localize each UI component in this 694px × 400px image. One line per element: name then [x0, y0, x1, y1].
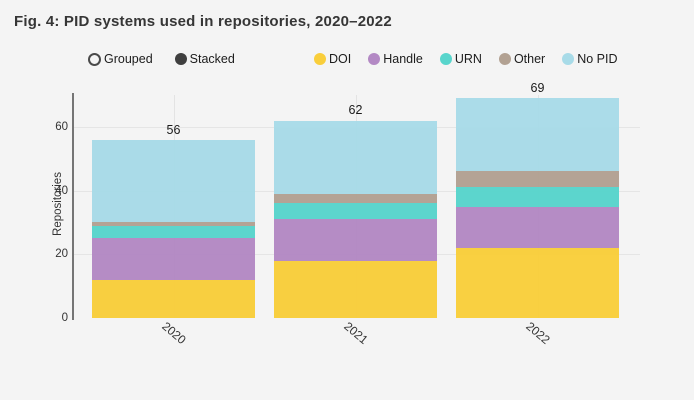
plot-area: Repositories 0 20 40 60 56 2020 62 2021 69 2022: [52, 81, 640, 347]
bar-segment-2022-other[interactable]: [456, 171, 619, 188]
legend-label: Handle: [383, 52, 423, 66]
x-tick-label-2020: 2020: [158, 319, 189, 347]
legend-label: No PID: [577, 52, 618, 66]
bar-segment-2021-no-pid[interactable]: [274, 120, 437, 194]
x-tick-label-2022: 2022: [522, 319, 553, 347]
bar-segment-2021-handle[interactable]: [274, 219, 437, 261]
stacked-bar-2022: [456, 98, 619, 318]
bar-total-label: 69: [530, 81, 545, 96]
legend-label: Other: [513, 52, 546, 66]
legend-swatch-icon: [562, 53, 575, 65]
legend-swatch-icon: [439, 53, 452, 65]
bar-segment-2022-no-pid[interactable]: [456, 98, 619, 172]
bar-segment-2020-other[interactable]: [92, 222, 255, 226]
mode-option-label: Grouped: [104, 52, 153, 66]
mode-option-grouped[interactable]: Grouped: [88, 52, 153, 66]
legend-swatch-icon: [314, 53, 326, 65]
bar-segment-2020-urn[interactable]: [92, 225, 255, 239]
legend-label: URN: [454, 52, 482, 66]
series-legend: DOI Handle URN Other No PID: [314, 52, 618, 66]
chart-title: Fig. 4: PID systems used in repositories…: [14, 13, 392, 30]
mode-option-label: Stacked: [189, 52, 235, 66]
mode-toggle: Grouped Stacked: [88, 52, 235, 66]
stacked-bar-2021: [274, 120, 437, 318]
y-axis-title: Repositories: [52, 172, 64, 236]
bar-segment-2022-doi[interactable]: [456, 247, 619, 318]
bar-segment-2020-handle[interactable]: [92, 238, 255, 280]
bar-segment-2020-no-pid[interactable]: [92, 139, 255, 223]
bar-total-label: 62: [348, 103, 363, 118]
y-tick-label: 20: [55, 248, 68, 261]
x-tick-label-2021: 2021: [340, 319, 371, 347]
legend-item-other[interactable]: Other: [498, 52, 546, 66]
bar-segment-2021-doi[interactable]: [274, 260, 437, 318]
legend-label: DOI: [329, 52, 352, 66]
controls-row: Grouped Stacked DOI Handle URN Other No PID: [0, 52, 694, 70]
mode-option-stacked[interactable]: Stacked: [174, 52, 235, 66]
stacked-bar-2020: [92, 139, 255, 318]
bar-segment-2021-other[interactable]: [274, 193, 437, 204]
y-tick-label: 0: [61, 312, 68, 324]
bar-segment-2021-urn[interactable]: [274, 203, 437, 220]
legend-swatch-icon: [498, 53, 511, 65]
y-tick-label: 40: [55, 184, 68, 197]
legend-item-no-pid[interactable]: No PID: [562, 52, 618, 66]
bar-segment-2022-handle[interactable]: [456, 206, 619, 248]
legend-item-handle[interactable]: Handle: [368, 52, 423, 66]
legend-item-doi[interactable]: DOI: [314, 52, 351, 66]
legend-swatch-icon: [368, 53, 381, 65]
filled-circle-icon: [174, 53, 187, 65]
ring-circle-icon: [88, 52, 101, 66]
bar-segment-2020-doi[interactable]: [92, 279, 255, 318]
legend-item-urn[interactable]: URN: [439, 52, 482, 66]
bar-total-label: 56: [166, 122, 181, 137]
y-axis-line: [72, 93, 74, 320]
y-tick-label: 60: [55, 120, 68, 133]
bar-segment-2022-urn[interactable]: [456, 187, 619, 207]
